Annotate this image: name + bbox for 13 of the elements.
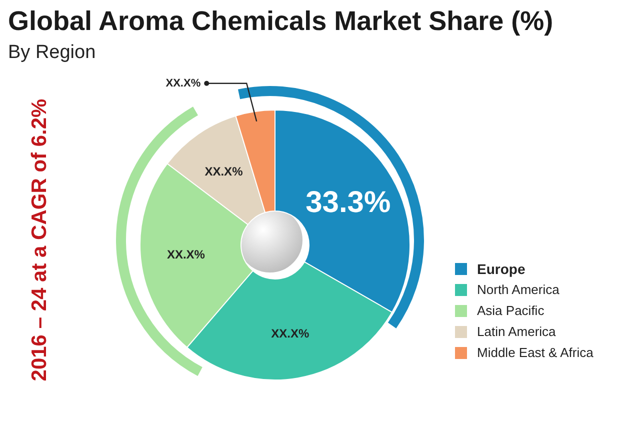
chart-title: Global Aroma Chemicals Market Share (%) xyxy=(8,6,554,37)
legend-label: North America xyxy=(476,281,560,299)
chart-subtitle: By Region xyxy=(8,42,96,64)
text: 2016 – 24 at a CAGR of 6.2% xyxy=(28,98,52,382)
legend-label: Middle East & Africa xyxy=(476,344,594,362)
data-label: XX.X% xyxy=(166,248,206,262)
legend-label: Latin America xyxy=(476,323,557,341)
data-label: XX.X% xyxy=(271,326,310,340)
legend-label: Asia Pacific xyxy=(476,302,546,320)
data-label: 33.3% xyxy=(306,186,391,220)
legend-label: Europe xyxy=(476,260,526,279)
data-label: XX.X% xyxy=(166,77,201,90)
data-label: XX.X% xyxy=(204,164,244,179)
